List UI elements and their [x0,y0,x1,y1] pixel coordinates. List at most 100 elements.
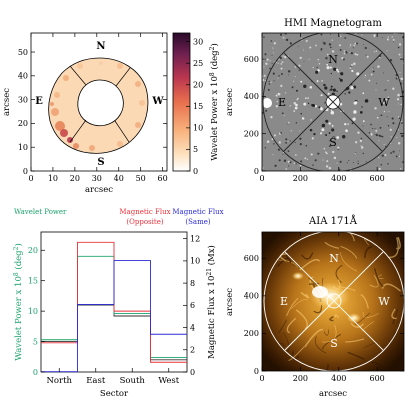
p3-y-tick-label: 20 [28,246,38,255]
p1-x-tick-label: 10 [48,174,58,183]
p1-colorbar-tick-label: 15 [193,102,203,111]
p3-y2-tick-label: 12 [190,234,200,243]
hmi-features [262,33,404,171]
p4-x-tick-label: 400 [331,374,346,383]
p3-y-tick-label: 0 [33,368,38,377]
p4-sector-n: N [329,252,339,265]
p1-x-axis: 0 10 20 30 40 50 60 [28,33,168,183]
p1-x-tick-label: 60 [158,174,168,183]
legend-flux-opposite-sub: (Opposite) [126,218,163,226]
p4-sector-e: E [280,295,288,308]
p2-x-tick-label: 200 [293,174,308,183]
p1-colorbar [172,32,191,172]
p3-ylabel: Wavelet Power x 108 (deg2) [13,243,24,361]
p2-sector-e: E [278,96,286,109]
p1-colorbar-tick-label: 30 [193,37,203,46]
p3-category-label: South [120,376,146,386]
aia-171-image: AIA 171Å N E S W 0 200 400 600 0 200 400 600 a… [225,215,405,399]
p2-ylabel: arcsec [225,88,235,116]
p3-y2-tick-label: 2 [190,346,195,355]
p1-colorbar-ticks: 0 5 10 15 20 25 30 [186,37,203,176]
p4-y-axis: 0 200 400 600 [244,254,404,376]
p3-y2-axis: 0 2 4 6 8 10 12 [183,234,200,377]
p4-sector-s: S [330,337,338,350]
p2-y-tick-label: 600 [244,55,259,64]
p3-y-tick-label: 15 [28,276,38,285]
p4-x-tick-label: 200 [293,374,308,383]
aia-inner-circle [326,293,342,309]
p3-series-2 [41,260,187,373]
p3-y2-tick-label: 6 [190,301,195,310]
p4-x-axis: 0 200 400 600 [259,232,385,383]
p1-ylabel: arcsec [2,88,12,116]
p1-xlabel: arcsec [85,185,113,195]
p1-sector-e: E [35,96,43,107]
p2-y-tick-label: 0 [254,167,259,176]
p2-y-tick-label: 400 [244,92,259,101]
p2-sector-n: N [328,53,338,66]
p1-sector-n: N [96,41,105,52]
p3-legend: Wavelet Power Magnetic Flux (Opposite) M… [14,208,224,226]
p3-y2-tick-label: 8 [190,279,195,288]
p1-y-tick-label: 20 [18,119,28,128]
wavelet-annulus [48,57,149,154]
p3-y2-tick-label: 4 [190,323,195,332]
legend-flux-opposite: Magnetic Flux [119,208,170,216]
legend-flux-same: Magnetic Flux [172,208,223,216]
p1-colorbar-tick-label: 20 [193,81,203,90]
legend-flux-same-sub: (Same) [185,218,210,226]
aia-features [263,232,404,371]
p4-y-tick-label: 600 [244,254,259,263]
p1-sector-w: W [151,96,164,107]
p2-x-tick-label: 400 [331,174,346,183]
p3-y2-tick-label: 10 [190,257,200,266]
p1-y-tick-label: 30 [18,95,28,104]
p3-category-label: North [46,376,72,386]
p2-x-axis: 0 200 400 600 [259,33,385,183]
p2-y-axis: 0 200 400 600 [244,55,404,176]
p4-title: AIA 171Å [308,215,358,227]
p3-x-axis: North East South West [46,368,180,386]
hmi-outer-circle [262,33,404,171]
p1-y-tick-label: 10 [18,143,28,152]
p4-y-tick-label: 400 [244,292,259,301]
p1-y-tick-label: 0 [23,167,28,176]
p3-xlabel: Sector [100,389,129,399]
p2-sector-s: S [329,136,337,149]
p2-title: HMI Magnetogram [284,18,382,29]
hmi-bright-spot [262,98,272,108]
p4-ylabel: arcsec [225,288,235,316]
p3-y2-tick-label: 0 [190,368,195,377]
p2-sector-w: W [378,96,390,109]
p3-series [41,241,187,373]
p4-xlabel: arcsec [319,389,347,399]
p4-x-tick-label: 0 [259,374,264,383]
p4-sector-w: W [378,295,390,308]
p1-y-tick-label: 50 [18,48,28,57]
p1-x-tick-label: 0 [28,174,33,183]
p3-y-axis: 0 5 10 15 20 [28,246,45,377]
sector-bar-chart: Wavelet Power Magnetic Flux (Opposite) M… [13,208,224,399]
p3-category-label: West [158,376,179,386]
p4-y-tick-label: 0 [254,367,259,376]
p2-x-tick-label: 600 [369,174,384,183]
p4-y-tick-label: 200 [244,329,259,338]
p1-x-tick-label: 40 [114,174,124,183]
p1-x-tick-label: 30 [92,174,102,183]
p2-y-tick-label: 200 [244,130,259,139]
aia-outer-circle [263,232,404,371]
p1-y-tick-label: 40 [18,72,28,81]
p1-colorbar-tick-label: 25 [193,59,203,68]
p3-y2label: Magnetic Flux x 1021 (Mx) [206,245,217,359]
p1-colorbar-tick-label: 5 [193,145,198,154]
p3-category-label: East [86,376,106,386]
p1-colorbar-tick-label: 0 [193,167,198,176]
p2-x-tick-label: 0 [259,174,264,183]
p1-colorbar-tick-label: 10 [193,124,203,133]
p1-sector-s: S [97,157,104,168]
hmi-magnetogram: HMI Magnetogram N E S W 0 200 400 600 0 200 4… [225,18,405,183]
legend-wavelet-power: Wavelet Power [14,208,67,216]
p1-x-tick-label: 50 [136,174,146,183]
